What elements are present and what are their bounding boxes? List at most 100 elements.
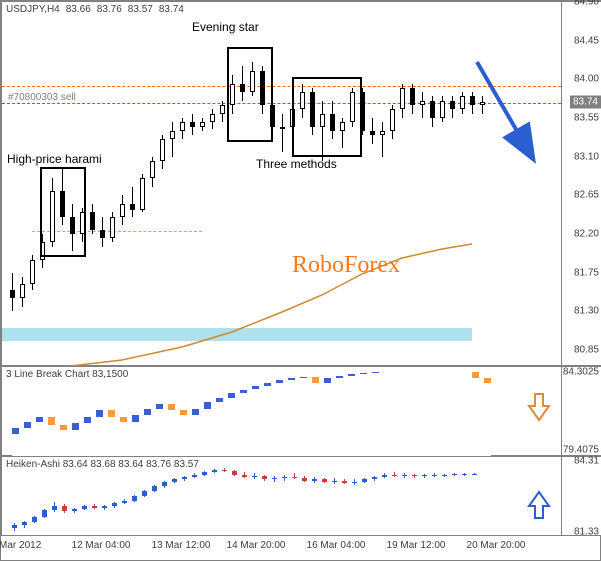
price-candle [170,122,175,156]
y-tick-label: 84.45 [574,35,599,46]
price-candle [460,92,465,113]
price-candle [160,135,165,169]
heikin-ashi-candle [222,468,227,473]
heikin-ashi-candle [22,521,27,528]
pattern-box [227,47,273,142]
price-candle [150,157,155,187]
heikin-ashi-candle [142,490,147,497]
line-break-bar [12,428,19,434]
horizontal-level-line [2,86,561,87]
price-candle [380,122,385,156]
heikin-ashi-candle [472,473,477,475]
price-candle [210,109,215,129]
heikin-ashi-candle [462,473,467,476]
heikin-ashi-candle [272,476,277,482]
line-break-bar [216,398,223,403]
heikin-title-text: Heiken-Ashi 83.64 83.68 83.64 83.76 83.5… [6,459,199,470]
line-break-bar [180,410,187,415]
heikin-ashi-candle [352,479,357,485]
heikin-ashi-candle [242,472,247,478]
line-break-bar [108,410,115,416]
heikin-ashi-candle [402,473,407,478]
line-break-bar [472,372,479,378]
time-axis: 8 Mar 2012 12 Mar 04:00 13 Mar 12:00 14 Mar… [1,536,601,561]
line-break-bar [276,380,283,383]
line-break-bar [372,372,379,373]
line-break-bar [228,393,235,398]
price-candle [280,114,285,153]
heikin-ashi-candle [442,474,447,477]
price-candle [410,84,415,114]
heikin-ashi-candle [192,473,197,478]
heikin-ashi-candle [382,473,387,478]
line-break-bar [264,383,271,386]
heikin-ashi-candle [252,473,257,479]
heikin-ashi-candle [302,476,307,482]
line-break-bar [96,410,103,416]
y-tick-label: 84.3025 [563,366,599,377]
heikin-ashi-candle [132,495,137,502]
heikin-ashi-candle [372,476,377,481]
heikin-ashi-candle [122,499,127,504]
price-candle [430,96,435,126]
line3-title-text: 3 Line Break Chart 83,1500 [6,369,128,380]
last-price-tag: 83.74 [570,95,601,108]
watermark-text: RoboForex [292,252,400,279]
price-candle [420,92,425,118]
line-break-bar [36,417,43,422]
price-candle [10,273,15,312]
heiken-ashi-panel[interactable]: Heiken-Ashi 83.64 83.68 83.64 83.76 83.5… [1,456,601,536]
three-line-break-panel[interactable]: 3 Line Break Chart 83,1500 79.407584.302… [1,366,601,456]
x-tick-label: 12 Mar 04:00 [72,540,131,561]
symbol-header: USDJPY,H4 83.66 83.76 83.57 83.74 [6,4,184,15]
line-break-bar [240,390,247,393]
price-candle [120,195,125,225]
heikin-ashi-candle [102,505,107,510]
x-tick-label: 13 Mar 12:00 [152,540,211,561]
pattern-box [40,167,86,257]
x-tick-label: 8 Mar 2012 [0,540,41,561]
heikin-ashi-candle [362,478,367,483]
heikin-ashi-candle [292,473,297,479]
price-candle [220,101,225,122]
line-break-bar [192,409,199,415]
main-price-panel[interactable]: USDJPY,H4 83.66 83.76 83.57 83.74 #70800… [1,1,601,366]
ohlc-h: 83.76 [97,4,122,15]
line-break-bar [156,404,163,409]
chart-container: USDJPY,H4 83.66 83.76 83.57 83.74 #70800… [0,0,601,561]
price-candle [90,204,95,234]
heikin-ashi-candle [342,479,347,484]
line-break-bar [312,377,319,383]
line-break-bar [72,423,79,429]
line-break-bar [48,417,55,425]
line-break-bar [300,377,307,378]
heikin-ashi-candle [412,474,417,478]
line-break-bar [288,378,295,380]
ohlc-c: 83.74 [159,4,184,15]
y-tick-label: 81.75 [574,267,599,278]
forecast-arrow-icon [2,2,563,367]
price-candle [140,174,145,213]
heikin-ashi-candle [212,469,217,474]
main-plot-area[interactable]: #70800303 sellEvening starHigh-price har… [2,2,561,365]
y-tick-label: 84.31 [574,456,599,467]
line3-plot-area[interactable] [2,367,561,455]
heikin-ashi-candle [392,472,397,477]
line-break-bar [60,425,67,430]
y-tick-label: 82.65 [574,190,599,201]
x-tick-label: 14 Mar 20:00 [227,540,286,561]
heikin-ashi-candle [162,481,167,488]
heikin-ashi-candle [112,502,117,508]
price-candle [480,96,485,113]
line-break-bar [252,386,259,389]
x-tick-label: 20 Mar 20:00 [467,540,526,561]
order-label: #70800303 sell [6,92,78,103]
pattern-label: Evening star [192,20,259,34]
line-break-bar [132,415,139,421]
last-price-value: 83.74 [573,96,598,107]
y-tick-label: 81.30 [574,306,599,317]
price-candle [110,212,115,242]
pattern-label: Three methods [256,157,337,171]
pattern-box [292,77,362,157]
heikin-ashi-candle [172,478,177,483]
